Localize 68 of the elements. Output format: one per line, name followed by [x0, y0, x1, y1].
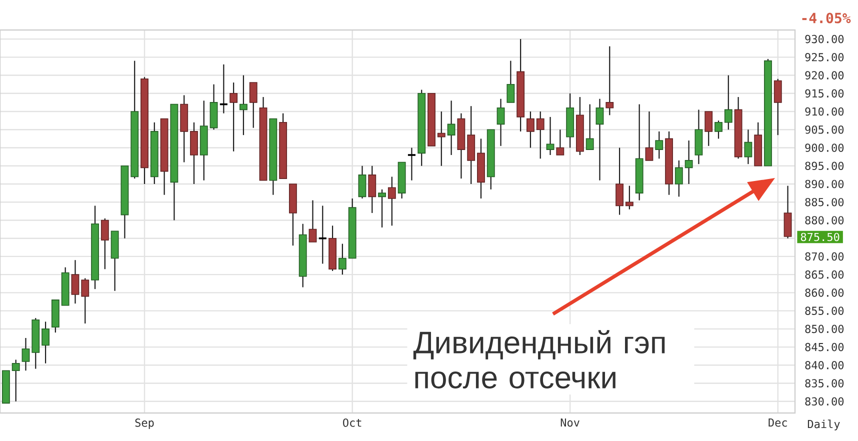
candlestick [496, 98, 505, 146]
candlestick [190, 122, 198, 185]
candlestick [240, 74, 248, 136]
candlestick [625, 185, 634, 210]
y-tick-label: 870.00 [805, 252, 844, 261]
candlestick [744, 129, 752, 165]
candlestick [556, 129, 564, 156]
y-tick-label: 920.00 [805, 71, 844, 80]
y-tick-label: 855.00 [805, 306, 844, 315]
x-tick-label: Nov [560, 418, 580, 427]
y-tick-label: 860.00 [805, 288, 844, 297]
text: -4.05% [802, 12, 851, 24]
candlestick [784, 185, 792, 239]
candlestick [645, 110, 654, 161]
candlestick [714, 120, 722, 140]
candlestick [338, 243, 346, 276]
candlestick [378, 188, 386, 228]
candlestick [407, 147, 416, 181]
candlestick [506, 60, 515, 104]
candlestick [42, 321, 50, 364]
candlestick [586, 104, 594, 150]
candlestick [437, 110, 446, 166]
text: 875.50 [800, 232, 840, 242]
y-tick-label: 930.00 [805, 34, 844, 44]
candlestick [546, 116, 554, 156]
x-tick-label: Oct [343, 418, 362, 427]
candlestick [674, 160, 683, 198]
candlestick [368, 165, 376, 214]
candlestick [100, 218, 109, 270]
candlestick [684, 140, 693, 185]
y-tick-label: 830.00 [805, 397, 844, 406]
candlestick [22, 337, 30, 372]
candlestick [81, 278, 90, 324]
y-tick-label: 910.00 [805, 107, 844, 116]
y-tick-label: 865.00 [805, 270, 844, 279]
candlestick [774, 78, 782, 136]
candlestick [655, 130, 664, 160]
candlestick [536, 110, 544, 160]
y-tick-label: 880.00 [805, 216, 844, 224]
y-tick-label: 885.00 [805, 198, 844, 206]
candlestick [249, 82, 258, 128]
candlestick [596, 98, 604, 181]
candlestick [308, 200, 317, 243]
y-tick-label: 895.00 [805, 162, 844, 170]
y-tick-label: 850.00 [805, 324, 844, 334]
candlestick [12, 359, 20, 402]
candlestick [616, 147, 624, 216]
x-tick-label: Sep [135, 418, 154, 429]
y-tick-label: 900.00 [805, 144, 844, 152]
candlestick [724, 74, 732, 130]
candlestick [358, 165, 366, 200]
y-tick-label: 840.00 [805, 361, 844, 370]
candlestick [606, 46, 614, 116]
candlestick [230, 82, 238, 152]
annotation: Дивидендный гэп после отсечки [413, 330, 665, 388]
text: Daily [808, 420, 840, 430]
candlestick [447, 100, 456, 156]
y-tick-label: 905.00 [805, 125, 844, 134]
candlestick [526, 110, 534, 148]
candlestick [71, 260, 80, 304]
candlestick [704, 110, 713, 146]
y-tick-label: 835.00 [805, 379, 844, 388]
x-tick-label: Dec [768, 418, 787, 427]
y-tick-label: 845.00 [805, 342, 844, 352]
y-tick-label: 915.00 [805, 89, 844, 98]
y-tick-label: 925.00 [805, 53, 844, 62]
candlestick [388, 176, 396, 226]
y-tick-label: 890.00 [805, 180, 844, 188]
